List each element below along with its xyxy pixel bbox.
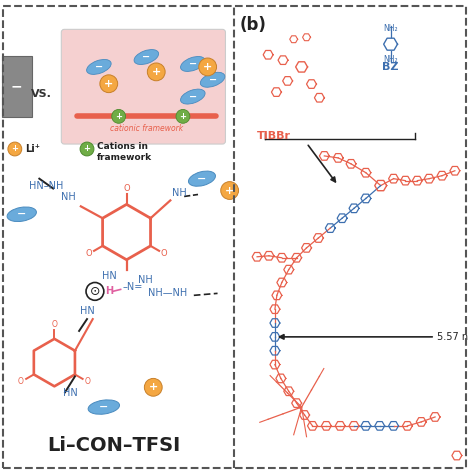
Text: HN–NH: HN–NH: [28, 181, 63, 191]
Text: +: +: [203, 62, 212, 72]
Text: +: +: [115, 112, 122, 121]
Circle shape: [221, 182, 238, 200]
Text: framework: framework: [97, 154, 152, 163]
Text: +: +: [104, 79, 113, 89]
Ellipse shape: [189, 171, 216, 186]
Circle shape: [80, 142, 94, 156]
Text: –N=: –N=: [123, 283, 143, 292]
Text: O: O: [85, 377, 91, 386]
Text: O: O: [161, 249, 168, 258]
Text: +: +: [152, 67, 161, 77]
Ellipse shape: [134, 50, 159, 64]
Text: −: −: [11, 80, 23, 94]
Text: −: −: [209, 75, 217, 85]
Text: −: −: [189, 91, 197, 101]
Text: O: O: [18, 377, 24, 386]
Text: NH—NH: NH—NH: [148, 288, 188, 298]
Text: (b): (b): [239, 17, 266, 35]
Text: NH: NH: [138, 274, 153, 284]
Text: ⊙: ⊙: [90, 285, 100, 298]
Text: NH₂: NH₂: [383, 24, 398, 33]
Text: O: O: [86, 249, 92, 258]
Text: NH: NH: [61, 192, 76, 202]
Ellipse shape: [87, 59, 111, 74]
Text: −: −: [17, 209, 27, 219]
Circle shape: [176, 109, 190, 123]
Text: +: +: [180, 112, 186, 121]
Circle shape: [100, 75, 118, 92]
Ellipse shape: [201, 73, 225, 87]
Ellipse shape: [88, 400, 119, 414]
FancyBboxPatch shape: [2, 56, 32, 118]
Text: NH: NH: [173, 189, 187, 199]
Circle shape: [199, 58, 217, 76]
Ellipse shape: [181, 56, 205, 72]
Circle shape: [86, 283, 104, 301]
Text: TIBBr: TIBBr: [257, 131, 291, 141]
Text: BZ: BZ: [383, 62, 399, 72]
Text: +: +: [11, 145, 18, 154]
Text: −: −: [197, 173, 207, 183]
Text: VS.: VS.: [31, 89, 52, 99]
Text: +: +: [149, 383, 158, 392]
Circle shape: [147, 63, 165, 81]
Text: cationic framework: cationic framework: [110, 124, 183, 133]
Text: Li–CON–TFSI: Li–CON–TFSI: [47, 436, 180, 455]
Text: −: −: [99, 402, 109, 412]
Text: Li⁺: Li⁺: [25, 144, 40, 154]
Text: NH₂: NH₂: [383, 55, 398, 64]
Text: −: −: [95, 62, 103, 72]
Text: Cations in: Cations in: [97, 142, 148, 151]
Text: −: −: [189, 59, 197, 69]
Text: HN: HN: [80, 306, 94, 316]
Circle shape: [145, 378, 162, 396]
Text: O: O: [123, 184, 130, 193]
Text: HN: HN: [102, 271, 117, 281]
Text: +: +: [225, 185, 234, 196]
Circle shape: [8, 142, 22, 156]
Ellipse shape: [7, 207, 36, 221]
Circle shape: [112, 109, 126, 123]
Text: +: +: [83, 145, 91, 154]
Text: H: H: [105, 286, 113, 296]
Text: HN: HN: [63, 388, 77, 398]
FancyBboxPatch shape: [61, 29, 226, 144]
Ellipse shape: [181, 89, 205, 104]
Text: −: −: [142, 52, 150, 62]
Text: 5.57 n: 5.57 n: [437, 332, 468, 342]
Text: O: O: [52, 319, 57, 328]
